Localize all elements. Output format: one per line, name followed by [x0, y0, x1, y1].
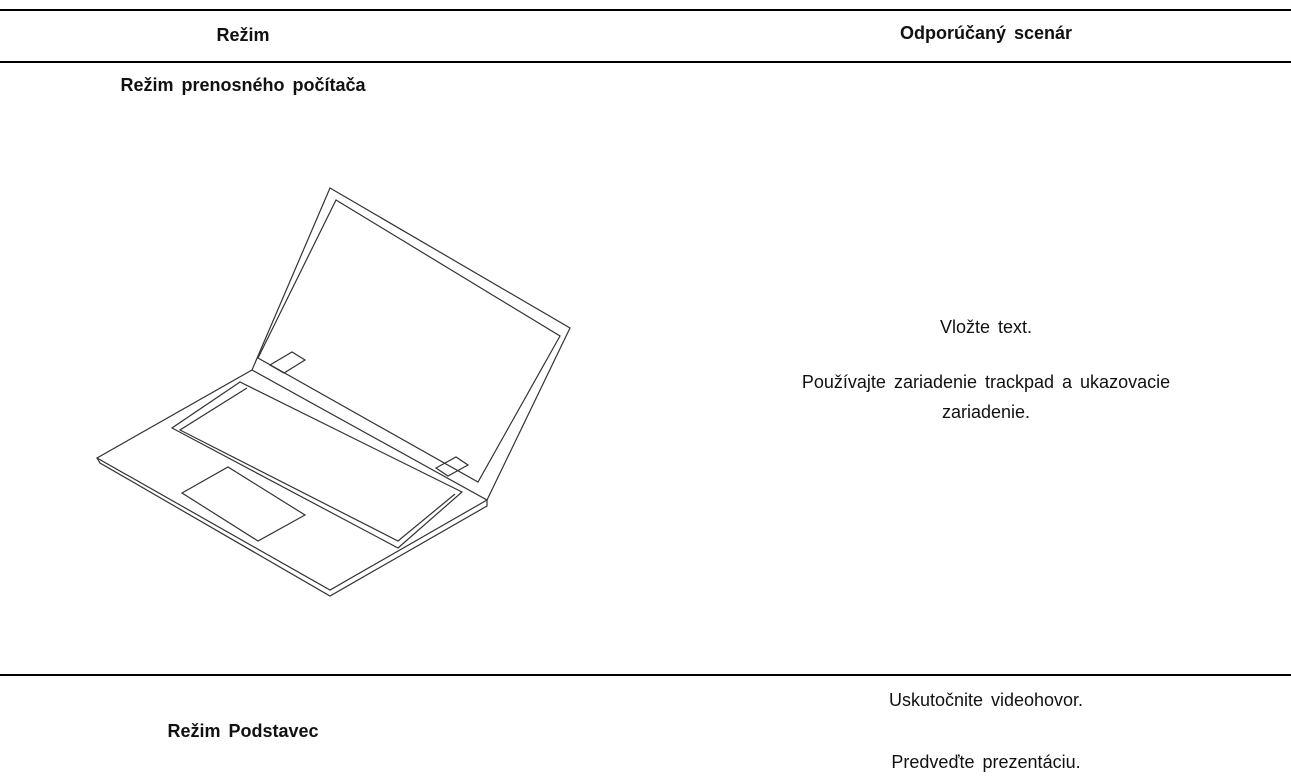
mode-label: Režim Podstavec: [167, 721, 319, 741]
scenario-text: Predveďte prezentáciu.: [891, 752, 1081, 772]
laptop-illustration: [95, 187, 571, 597]
mode-label: Režim prenosného počítača: [120, 75, 366, 95]
header-cell: Odporúčaný scenár: [899, 23, 1073, 43]
scenario-text: Vložte text.: [939, 317, 1033, 337]
scenario-text: Používajte zariadenie trackpad a ukazova…: [801, 372, 1171, 422]
header-cell: Režim: [216, 25, 270, 45]
scenario-text: Uskutočnite videohovor.: [888, 690, 1084, 710]
table-rule: [0, 61, 1291, 63]
table-rule: [0, 674, 1291, 676]
table-rule: [0, 9, 1291, 11]
